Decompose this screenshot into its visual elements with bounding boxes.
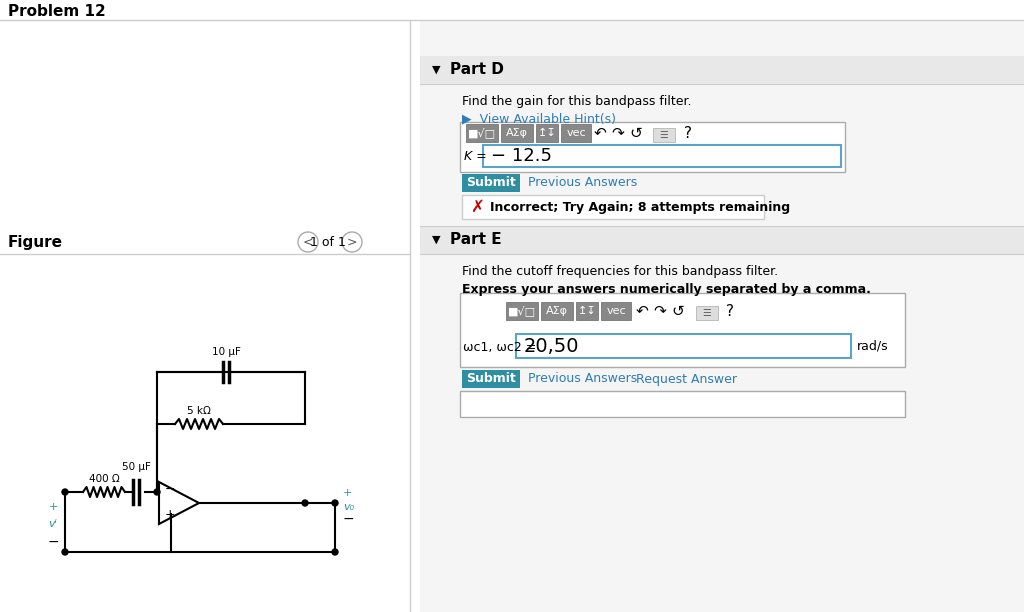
Text: 20,50: 20,50: [524, 337, 580, 356]
Text: ΑΣφ: ΑΣφ: [506, 128, 528, 138]
Text: ☰: ☰: [702, 308, 712, 318]
Text: v₀: v₀: [343, 502, 354, 512]
Text: <: <: [303, 236, 313, 248]
Text: ↷: ↷: [611, 125, 625, 141]
Text: +: +: [48, 502, 57, 512]
Circle shape: [302, 500, 308, 506]
Text: ■√□: ■√□: [508, 305, 536, 316]
Text: ↺: ↺: [630, 125, 642, 141]
Text: >: >: [347, 236, 357, 248]
Text: 5 kΩ: 5 kΩ: [187, 406, 211, 416]
Circle shape: [62, 489, 68, 495]
Text: +: +: [343, 488, 352, 498]
Text: Part E: Part E: [450, 233, 502, 247]
Text: Incorrect; Try Again; 8 attempts remaining: Incorrect; Try Again; 8 attempts remaini…: [490, 201, 791, 214]
Text: 1 of 1: 1 of 1: [310, 236, 346, 248]
Text: −: −: [343, 512, 354, 526]
Text: ΑΣφ: ΑΣφ: [546, 306, 568, 316]
Text: ↷: ↷: [653, 304, 667, 318]
Text: ✗: ✗: [470, 198, 484, 216]
Text: vec: vec: [566, 128, 586, 138]
Text: 400 Ω: 400 Ω: [89, 474, 120, 484]
Text: K =: K =: [464, 151, 486, 163]
Polygon shape: [159, 482, 199, 524]
Bar: [501, 124, 534, 142]
Text: vec: vec: [606, 306, 626, 316]
Circle shape: [62, 549, 68, 555]
Bar: [466, 124, 498, 142]
Bar: [575, 302, 598, 320]
Circle shape: [298, 232, 318, 252]
Text: ?: ?: [684, 125, 692, 141]
Text: Find the gain for this bandpass filter.: Find the gain for this bandpass filter.: [462, 95, 691, 108]
Text: ↥↧: ↥↧: [538, 128, 556, 138]
Text: ☰: ☰: [659, 130, 669, 140]
Bar: [696, 306, 718, 320]
Circle shape: [332, 549, 338, 555]
Bar: [462, 174, 520, 192]
Text: Express your answers numerically separated by a comma.: Express your answers numerically separat…: [462, 283, 870, 296]
Text: ▼: ▼: [432, 235, 440, 245]
Text: − 12.5: − 12.5: [490, 147, 552, 165]
Text: +: +: [165, 507, 176, 520]
Bar: [506, 302, 538, 320]
Circle shape: [342, 232, 362, 252]
Bar: [653, 128, 675, 142]
Circle shape: [332, 500, 338, 506]
Text: ▶  View Available Hint(s): ▶ View Available Hint(s): [462, 113, 616, 125]
Bar: [420, 20, 1024, 612]
Text: rad/s: rad/s: [857, 340, 889, 353]
Bar: [460, 391, 905, 417]
Text: Previous Answers: Previous Answers: [528, 373, 637, 386]
Bar: [460, 122, 845, 172]
Text: ↺: ↺: [672, 304, 684, 318]
Text: ↶: ↶: [594, 125, 606, 141]
Text: Part D: Part D: [450, 62, 504, 78]
Bar: [541, 302, 573, 320]
Text: Figure: Figure: [8, 234, 63, 250]
Text: ■√□: ■√□: [468, 128, 496, 138]
Text: Find the cutoff frequencies for this bandpass filter.: Find the cutoff frequencies for this ban…: [462, 266, 778, 278]
Text: Problem 12: Problem 12: [8, 4, 105, 18]
Text: ▼: ▼: [432, 65, 440, 75]
Bar: [420, 226, 1024, 254]
Text: Request Answer: Request Answer: [636, 373, 737, 386]
Bar: [483, 145, 841, 167]
Bar: [561, 124, 591, 142]
Bar: [516, 334, 851, 358]
Text: −: −: [165, 482, 175, 496]
Text: 10 μF: 10 μF: [212, 347, 241, 357]
Text: vᴵ: vᴵ: [48, 519, 57, 529]
Text: ↥↧: ↥↧: [578, 306, 596, 316]
Text: 50 μF: 50 μF: [122, 462, 151, 472]
Bar: [601, 302, 631, 320]
Text: ↶: ↶: [636, 304, 648, 318]
Bar: [462, 370, 520, 388]
Bar: [536, 124, 558, 142]
Text: ?: ?: [726, 304, 734, 318]
Text: −: −: [47, 535, 58, 549]
Bar: [0, 20, 410, 612]
Text: ωc1, ωc2 =: ωc1, ωc2 =: [463, 340, 537, 354]
Bar: [462, 195, 764, 219]
Bar: [420, 56, 1024, 84]
Text: Submit: Submit: [466, 373, 516, 386]
Text: Previous Answers: Previous Answers: [528, 176, 637, 190]
Bar: [460, 293, 905, 367]
Circle shape: [154, 489, 160, 495]
Text: Submit: Submit: [466, 176, 516, 190]
